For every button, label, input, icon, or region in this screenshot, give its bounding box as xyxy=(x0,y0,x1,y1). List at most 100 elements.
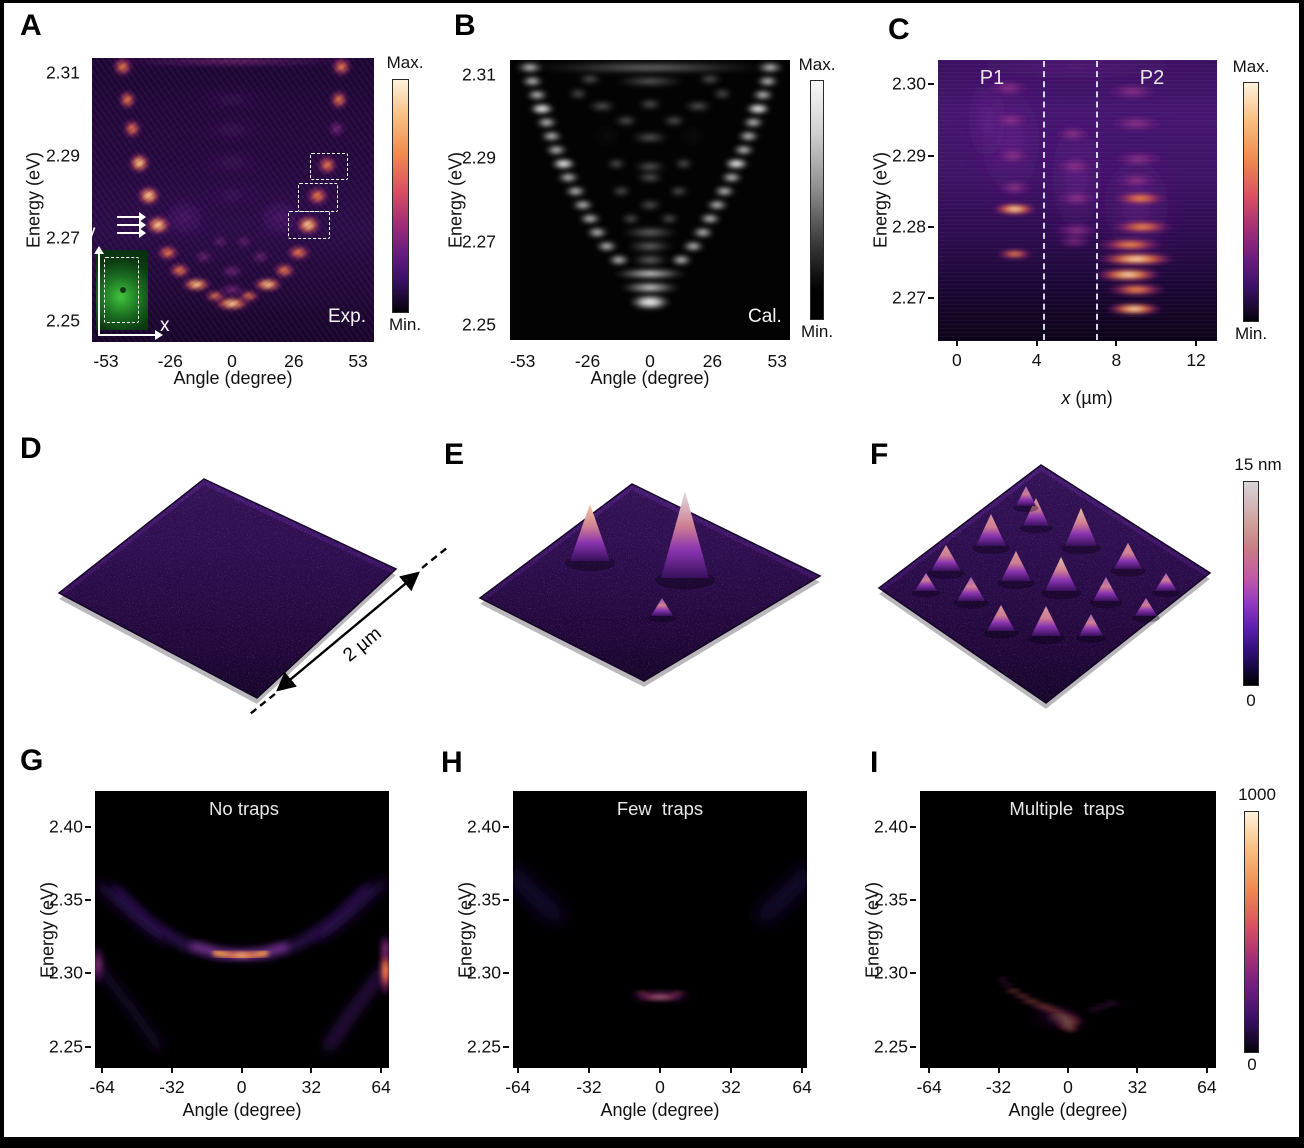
a-x-axis-label: Angle (degree) xyxy=(173,368,293,388)
tick-label: 2.29 xyxy=(461,147,496,168)
tick-label: 2.35 xyxy=(466,889,501,910)
c-colorbar-min-label: Min. xyxy=(1234,324,1268,343)
heatmap-b xyxy=(510,60,790,340)
h-title: Few traps xyxy=(616,798,704,819)
tick-label: 32 xyxy=(721,1077,741,1097)
panel-label-i: I xyxy=(870,746,879,779)
g-title: No traps xyxy=(209,798,279,819)
tick-label: 0 xyxy=(952,350,962,370)
tick-label: 2.31 xyxy=(461,64,496,85)
a-y-axis-label: Energy (eV) xyxy=(23,151,44,249)
tick-label: 32 xyxy=(1127,1077,1148,1097)
heatmap-a xyxy=(92,58,374,342)
tick-label: -26 xyxy=(157,351,183,371)
c-x-axis-label: x (µm) xyxy=(1041,367,1112,430)
h-y-ticks: 2.40 2.35 2.30 2.25 xyxy=(464,791,509,1068)
heatmap-h xyxy=(513,791,807,1068)
tick-label: 0 xyxy=(1063,1077,1073,1097)
tick-label: -32 xyxy=(985,1077,1012,1097)
tick-label: 2.35 xyxy=(873,889,908,910)
panel-label-a: A xyxy=(20,9,42,42)
h-x-axis-label: Angle (degree) xyxy=(600,1100,720,1120)
tick-label: -64 xyxy=(89,1077,115,1097)
g-x-axis-label: Angle (degree) xyxy=(182,1100,302,1120)
panel-label-f: F xyxy=(870,438,889,471)
tick-label: 2.29 xyxy=(891,145,926,166)
a-inset-x-label: x xyxy=(160,315,170,336)
tick-label: 2.30 xyxy=(48,962,83,983)
c-x-axis-label-italic: x xyxy=(1061,388,1071,408)
a-inset-y-label: y xyxy=(86,222,96,243)
c-colorbar xyxy=(1243,82,1259,322)
panel-label-g: G xyxy=(20,744,44,777)
b-colorbar-min-label: Min. xyxy=(800,322,834,341)
f-colorbar-max-label: 15 nm xyxy=(1234,455,1282,474)
tick-label: 2.30 xyxy=(466,962,501,983)
tick-label: 2.29 xyxy=(45,145,80,166)
panel-label-e: E xyxy=(444,438,465,471)
tick-label: 2.27 xyxy=(45,227,80,248)
tick-label: 2.31 xyxy=(45,62,80,83)
heatmap-c xyxy=(938,60,1217,341)
tick-label: 2.28 xyxy=(891,216,926,237)
tick-label: 53 xyxy=(767,351,787,371)
tick-label: 2.40 xyxy=(466,816,501,837)
afm-surface-d: 2 µm xyxy=(54,463,454,721)
tick-label: 2.35 xyxy=(48,889,83,910)
tick-label: 64 xyxy=(371,1077,391,1097)
b-cal-annotation: Cal. xyxy=(748,306,782,327)
tick-label: 2.25 xyxy=(873,1036,908,1057)
c-x-axis-label-unit: (µm) xyxy=(1070,388,1113,408)
g-y-ticks: 2.40 2.35 2.30 2.25 xyxy=(46,791,91,1068)
tick-label: 12 xyxy=(1186,350,1206,370)
tick-label: 2.40 xyxy=(873,816,908,837)
a-green-inset-image xyxy=(96,250,148,330)
a-arrow-3-icon xyxy=(117,227,146,239)
tick-label: 2.25 xyxy=(45,310,80,331)
c-dashed-line-1 xyxy=(1043,61,1045,340)
tick-label: -32 xyxy=(159,1077,185,1097)
tick-label: 2.30 xyxy=(891,73,926,94)
panel-label-b: B xyxy=(454,9,476,42)
tick-label: 2.25 xyxy=(48,1036,83,1057)
b-x-axis-label: Angle (degree) xyxy=(590,368,710,388)
i-y-ticks: 2.40 2.35 2.30 2.25 xyxy=(871,791,916,1068)
tick-label: 2.40 xyxy=(48,816,83,837)
tick-label: 26 xyxy=(702,351,723,371)
tick-label: 2.30 xyxy=(873,962,908,983)
a-exp-annotation: Exp. xyxy=(328,306,367,327)
heatmap-g xyxy=(95,791,389,1068)
panel-label-c: C xyxy=(888,13,910,46)
tick-label: 8 xyxy=(1111,350,1122,370)
tick-label: 53 xyxy=(348,351,368,371)
tick-label: 0 xyxy=(645,351,655,371)
i-colorbar xyxy=(1244,811,1259,1053)
tick-label: 0 xyxy=(655,1077,665,1097)
f-colorbar-min-label: 0 xyxy=(1246,691,1256,710)
tick-label: 4 xyxy=(1031,350,1042,370)
c-dashed-line-2 xyxy=(1096,61,1098,340)
afm-surface-f xyxy=(866,451,1221,716)
c-y-ticks: 2.30 2.29 2.28 2.27 xyxy=(888,60,934,341)
tick-label: 2.27 xyxy=(891,287,926,308)
a-y-ticks: 2.31 2.29 2.27 2.25 xyxy=(44,58,88,342)
d-scale-label: 2 µm xyxy=(339,623,385,666)
a-inset-dark-spot xyxy=(119,286,126,293)
a-colorbar xyxy=(392,79,409,313)
b-y-ticks: 2.31 2.29 2.27 2.25 xyxy=(460,60,504,340)
a-inset-x-axis-arrow xyxy=(98,329,163,341)
i-x-axis-label: Angle (degree) xyxy=(1008,1100,1128,1120)
tick-label: 0 xyxy=(236,1077,247,1097)
b-colorbar xyxy=(810,80,824,320)
tick-label: 64 xyxy=(1197,1077,1217,1097)
a-inset-dashed-box xyxy=(104,257,139,323)
a-colorbar-max-label: Max. xyxy=(386,53,424,72)
a-colorbar-min-label: Min. xyxy=(388,315,422,334)
tick-label: 2.27 xyxy=(461,231,496,252)
tick-label: 2.25 xyxy=(466,1036,501,1057)
b-colorbar-max-label: Max. xyxy=(798,55,836,74)
a-dashed-box-2 xyxy=(298,183,338,212)
tick-label: -26 xyxy=(574,351,601,371)
tick-label: -53 xyxy=(510,351,536,371)
